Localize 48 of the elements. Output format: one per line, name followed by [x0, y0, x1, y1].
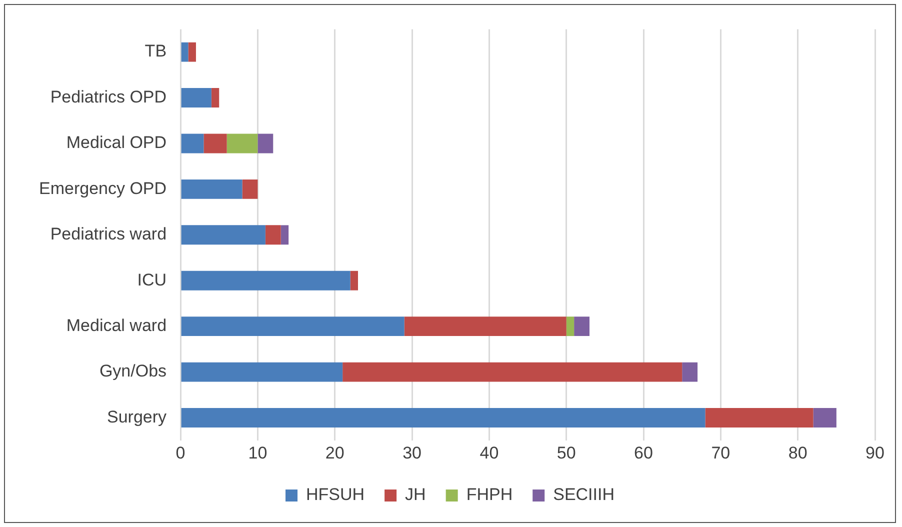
bar — [682, 362, 698, 382]
bar — [181, 362, 343, 382]
bar — [181, 316, 404, 336]
legend-label: HFSUH — [306, 485, 365, 504]
x-tick-label: 50 — [556, 443, 576, 462]
legend-label: FHPH — [466, 485, 513, 504]
x-tick-label: 30 — [402, 443, 422, 462]
x-tick-label: 90 — [866, 443, 884, 462]
x-tick-label: 80 — [788, 443, 808, 462]
x-tick-label: 0 — [176, 443, 186, 462]
bar — [705, 408, 814, 428]
bar — [181, 88, 212, 108]
bar — [404, 316, 566, 336]
bar — [181, 42, 188, 62]
y-tick-label: Emergency OPD — [38, 178, 167, 198]
y-tick-label: Medical ward — [66, 316, 167, 336]
y-tick-label: Surgery — [107, 407, 168, 426]
bar — [226, 134, 258, 154]
bar — [574, 316, 590, 336]
x-tick-label: 70 — [711, 443, 730, 462]
legend-label: SECIIIH — [553, 485, 615, 504]
bar — [181, 134, 204, 154]
y-tick-label: Pediatrics OPD — [50, 87, 167, 106]
bar — [181, 179, 242, 199]
y-tick-label: TB — [144, 42, 167, 61]
bar — [181, 225, 266, 245]
bar — [350, 270, 358, 290]
bar — [181, 270, 350, 290]
legend-label: JH — [405, 485, 426, 504]
bar — [265, 225, 281, 245]
x-tick-label: 60 — [634, 443, 653, 462]
bar — [181, 408, 706, 428]
x-tick-label: 20 — [325, 443, 344, 462]
x-tick-label: 10 — [248, 443, 268, 462]
bar — [242, 179, 258, 199]
bar — [566, 316, 574, 336]
bar — [258, 134, 274, 154]
bar — [188, 42, 196, 62]
bar — [204, 134, 227, 154]
bar — [211, 88, 220, 108]
bar — [280, 225, 289, 245]
y-tick-label: Gyn/Obs — [99, 362, 167, 381]
y-tick-label: Medical OPD — [66, 133, 167, 152]
bar — [813, 408, 836, 428]
y-tick-label: Pediatrics ward — [50, 224, 167, 244]
y-tick-label: ICU — [137, 270, 167, 290]
bar — [342, 362, 682, 382]
x-tick-label: 40 — [480, 443, 499, 462]
